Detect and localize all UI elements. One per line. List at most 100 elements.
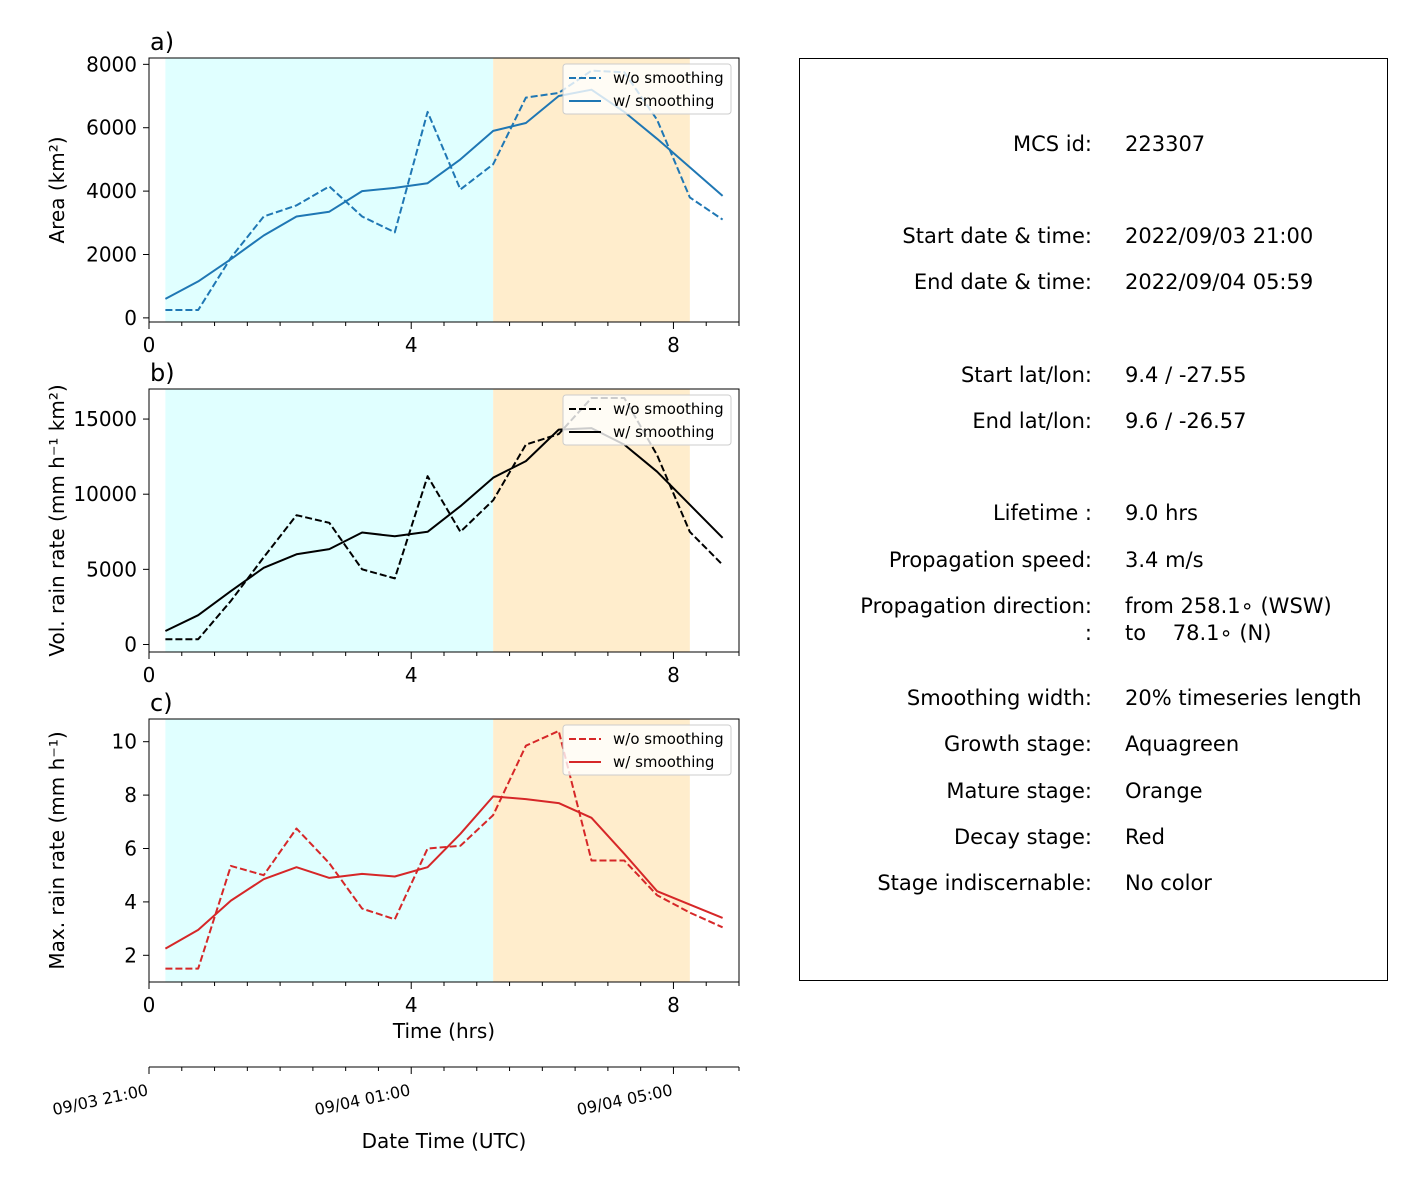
legend-entry-label: w/ smoothing xyxy=(613,753,714,771)
y-tick-label: 4000 xyxy=(86,179,137,203)
info-key: MCS id: xyxy=(1012,132,1092,156)
info-key: : xyxy=(1084,621,1092,645)
info-row-start-time: Start date & time: 2022/09/03 21:00 xyxy=(800,224,1387,250)
info-value: Aquagreen xyxy=(1125,732,1240,756)
info-row-propagation-direction-to: : to 78.1∘ (N) xyxy=(800,621,1387,647)
x-axis-label: Time (hrs) xyxy=(392,1019,495,1043)
y-tick-label: 8 xyxy=(124,783,137,807)
legend-entry-label: w/ smoothing xyxy=(613,92,714,110)
y-tick-label: 2000 xyxy=(86,242,137,266)
y-tick-label: 6000 xyxy=(86,116,137,140)
y-axis-label: Area (km²) xyxy=(45,136,69,243)
info-key: Propagation speed: xyxy=(888,548,1092,572)
smoothed-series-line xyxy=(164,88,724,300)
legend-entry-label: w/o smoothing xyxy=(613,400,724,418)
info-row-end-latlon: End lat/lon: 9.6 / -26.57 xyxy=(800,409,1387,435)
raw-series-line xyxy=(165,730,724,970)
legend: w/o smoothing w/ smoothing xyxy=(562,394,732,446)
info-row-mature-stage: Mature stage: Orange xyxy=(800,779,1387,805)
info-key: Stage indiscernable: xyxy=(877,871,1092,895)
legend-entry-label: w/ smoothing xyxy=(613,423,714,441)
smoothed-series-line xyxy=(164,427,724,632)
legend-box xyxy=(562,63,732,115)
panel-3: 2 4 6 8 10 0 4 8 c) Max. rain rate (mm h⁻¹) Time (… xyxy=(45,689,740,1043)
x-tick-label: 8 xyxy=(667,993,680,1017)
info-value: 2022/09/03 21:00 xyxy=(1125,224,1314,248)
info-value: 223307 xyxy=(1125,132,1206,156)
x-tick-label: 4 xyxy=(405,993,418,1017)
info-key: Start date & time: xyxy=(902,224,1092,248)
panel-label: b) xyxy=(150,359,175,387)
y-tick-label: 0 xyxy=(124,306,137,330)
info-key: Decay stage: xyxy=(954,825,1092,849)
growth-stage-shading xyxy=(165,389,494,652)
info-value: 2022/09/04 05:59 xyxy=(1125,270,1314,294)
legend: w/o smoothing w/ smoothing xyxy=(562,724,732,776)
info-key: Lifetime : xyxy=(992,501,1092,525)
datetime-axis: 09/03 21:00 09/04 01:00 09/04 05:00 Date Ti… xyxy=(51,1066,740,1153)
info-value: No color xyxy=(1125,871,1212,895)
info-row-propagation-direction: Propagation direction: from 258.1∘ (WSW) xyxy=(800,594,1387,620)
x-tick-label: 0 xyxy=(143,663,156,687)
info-row-start-latlon: Start lat/lon: 9.4 / -27.55 xyxy=(800,363,1387,389)
info-value: Orange xyxy=(1125,779,1203,803)
datetime-tick-label: 09/04 05:00 xyxy=(575,1080,674,1119)
info-value: Red xyxy=(1125,825,1165,849)
legend-entry-label: w/o smoothing xyxy=(613,730,724,748)
y-tick-label: 2 xyxy=(124,943,137,967)
info-row-lifetime: Lifetime : 9.0 hrs xyxy=(800,501,1387,527)
info-row-growth-stage: Growth stage: Aquagreen xyxy=(800,732,1387,758)
info-value: from 258.1∘ (WSW) xyxy=(1125,594,1332,618)
y-axis-label: Max. rain rate (mm h⁻¹) xyxy=(45,731,69,969)
mcs-info-panel: MCS id: 223307 Start date & time: 2022/0… xyxy=(799,58,1388,981)
info-row-decay-stage: Decay stage: Red xyxy=(800,825,1387,851)
info-value: 3.4 m/s xyxy=(1125,548,1204,572)
smoothed-series-line xyxy=(164,795,723,950)
y-tick-label: 8000 xyxy=(86,52,137,76)
y-tick-label: 10 xyxy=(112,730,137,754)
x-tick-label: 8 xyxy=(667,663,680,687)
x-tick-label: 0 xyxy=(143,993,156,1017)
info-key: Mature stage: xyxy=(946,779,1092,803)
x-tick-label: 4 xyxy=(405,663,418,687)
panel-2: 0 5000 10000 15000 0 4 8 b) Vol. rain rate (mm h… xyxy=(45,359,740,687)
info-row-smoothing-width: Smoothing width: 20% timeseries length xyxy=(800,686,1387,712)
info-key: Growth stage: xyxy=(943,732,1092,756)
legend-entry-label: w/o smoothing xyxy=(613,69,724,87)
x-tick-label: 4 xyxy=(405,333,418,357)
y-tick-label: 0 xyxy=(124,632,137,656)
info-value: 20% timeseries length xyxy=(1125,686,1362,710)
panel-1: 0 2000 4000 6000 8000 0 4 8 a) Area (km²) w/o smoo… xyxy=(45,28,740,357)
info-key: Propagation direction: xyxy=(860,594,1092,618)
datetime-tick-label: 09/04 01:00 xyxy=(313,1080,412,1119)
panel-label: a) xyxy=(150,28,174,56)
info-row-mcs-id: MCS id: 223307 xyxy=(800,132,1387,158)
info-key: End lat/lon: xyxy=(972,409,1092,433)
info-key: Smoothing width: xyxy=(906,686,1092,710)
legend: w/o smoothing w/ smoothing xyxy=(562,63,732,115)
y-tick-label: 10000 xyxy=(73,482,137,506)
y-tick-label: 5000 xyxy=(86,557,137,581)
x-tick-label: 8 xyxy=(667,333,680,357)
y-tick-label: 4 xyxy=(124,890,137,914)
x-tick-label: 0 xyxy=(143,333,156,357)
info-row-propagation-speed: Propagation speed: 3.4 m/s xyxy=(800,548,1387,574)
datetime-axis-label: Date Time (UTC) xyxy=(362,1129,527,1153)
info-key: End date & time: xyxy=(913,270,1092,294)
info-value: 9.6 / -26.57 xyxy=(1125,409,1247,433)
legend-box xyxy=(562,724,732,776)
datetime-tick-label: 09/03 21:00 xyxy=(51,1080,150,1119)
panel-label: c) xyxy=(150,689,173,717)
growth-stage-shading xyxy=(165,58,494,322)
legend-box xyxy=(562,394,732,446)
info-row-stage-indiscernable: Stage indiscernable: No color xyxy=(800,871,1387,897)
info-key: Start lat/lon: xyxy=(960,363,1092,387)
info-value: to 78.1∘ (N) xyxy=(1125,621,1272,645)
y-tick-label: 6 xyxy=(124,836,137,860)
info-value: 9.0 hrs xyxy=(1125,501,1198,525)
info-value: 9.4 / -27.55 xyxy=(1125,363,1247,387)
info-row-end-time: End date & time: 2022/09/04 05:59 xyxy=(800,270,1387,296)
growth-stage-shading xyxy=(165,719,494,982)
y-axis-label: Vol. rain rate (mm h⁻¹ km²) xyxy=(45,384,69,656)
